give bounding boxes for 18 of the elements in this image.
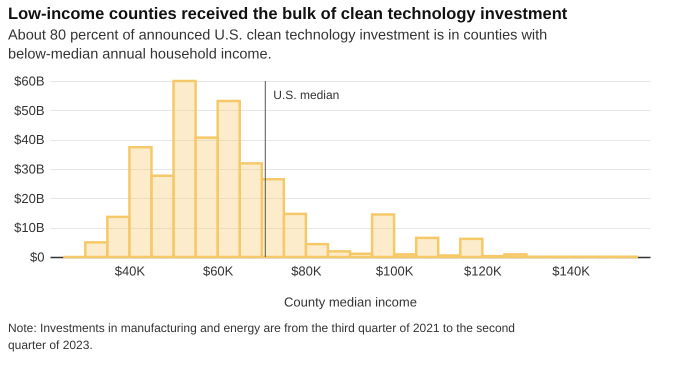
x-tick-label: $140K — [552, 264, 590, 278]
x-tick-label: $120K — [464, 264, 502, 278]
x-tick-label: $100K — [376, 264, 414, 278]
ref-line-label: U.S. median — [273, 88, 340, 102]
x-tick-label: $80K — [291, 264, 322, 278]
y-tick-label: $20B — [14, 190, 44, 206]
x-tick-label: $40K — [114, 264, 146, 278]
y-tick-label: $30B — [14, 162, 44, 176]
x-tick-label: $60K — [202, 264, 234, 278]
y-tick-label: $0 — [30, 250, 44, 264]
y-tick-label: $50B — [14, 102, 44, 118]
x-axis-title: County median income — [284, 294, 417, 310]
chart-title: Low-income counties received the bulk of clean technology investment — [8, 5, 568, 23]
chart-subtitle: About 80 percent of announced U.S. clean technology investment is in counties with below-median annual household income. — [8, 28, 548, 62]
y-tick-label: $40B — [14, 132, 44, 148]
y-tick-label: $60B — [14, 74, 44, 88]
y-tick-label: $10B — [14, 220, 44, 236]
text: Note: Investments in manufacturing and energy are from the third quarter of 2021 to the second quarter of 2023. — [8, 321, 515, 352]
